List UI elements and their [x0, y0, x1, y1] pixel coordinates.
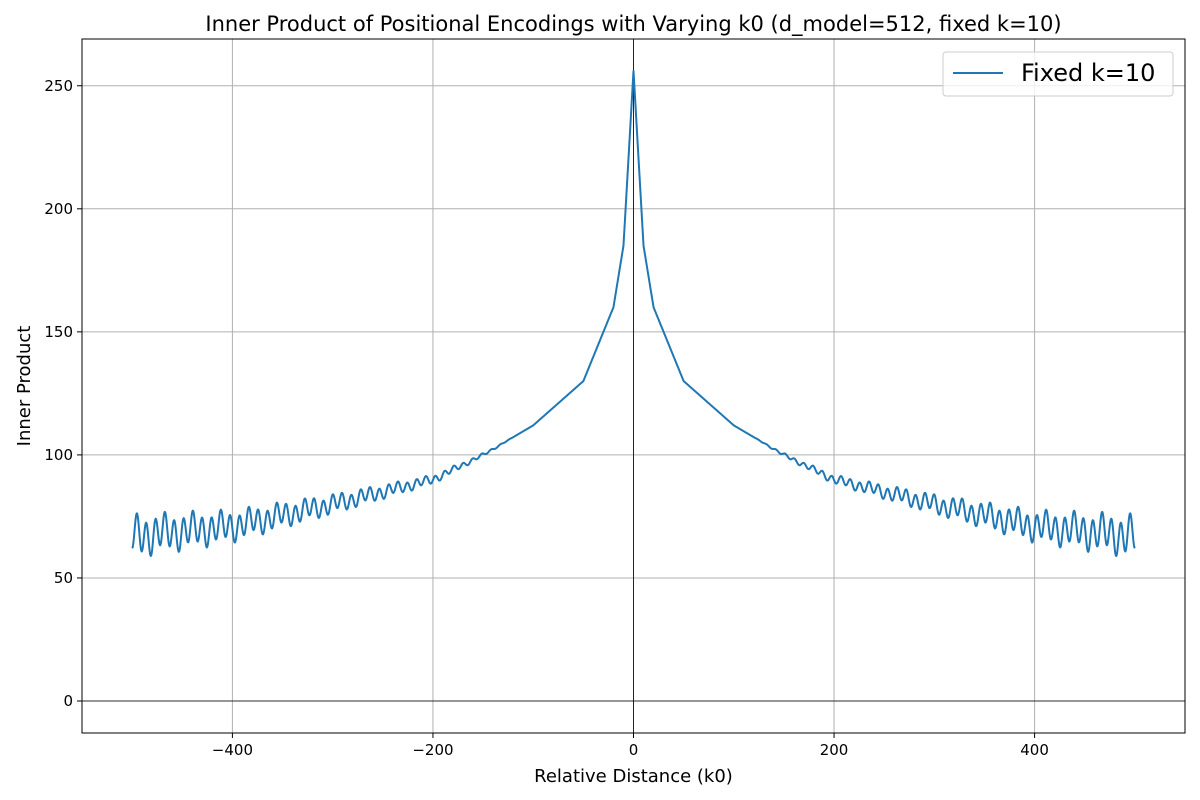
x-tick-label: −400 — [212, 741, 253, 759]
x-tick-label: 200 — [820, 741, 849, 759]
y-tick-label: 100 — [44, 446, 73, 464]
legend-entry: Fixed k=10 — [1021, 59, 1155, 87]
y-tick-label: 200 — [44, 200, 73, 218]
legend-box — [942, 51, 1174, 97]
x-axis-label: Relative Distance (k0) — [534, 766, 733, 787]
y-tick-label: 0 — [63, 692, 73, 710]
zero-reference-lines — [82, 39, 1185, 733]
y-axis-ticks: 0 50 100 150 200 250 — [44, 77, 82, 710]
x-axis-ticks: −400 −200 0 200 400 — [212, 733, 1049, 759]
legend: Fixed k=10 — [942, 51, 1174, 97]
y-tick-label: 150 — [44, 323, 73, 341]
x-tick-label: 0 — [629, 741, 639, 759]
chart-title: Inner Product of Positional Encodings wi… — [205, 12, 1061, 37]
x-tick-label: 400 — [1020, 741, 1049, 759]
y-tick-label: 50 — [54, 569, 73, 587]
series-line-fixed-k10 — [131, 69, 1136, 557]
y-axis-label: Inner Product — [14, 326, 35, 447]
y-tick-label: 250 — [44, 77, 73, 95]
x-tick-label: −200 — [412, 741, 453, 759]
